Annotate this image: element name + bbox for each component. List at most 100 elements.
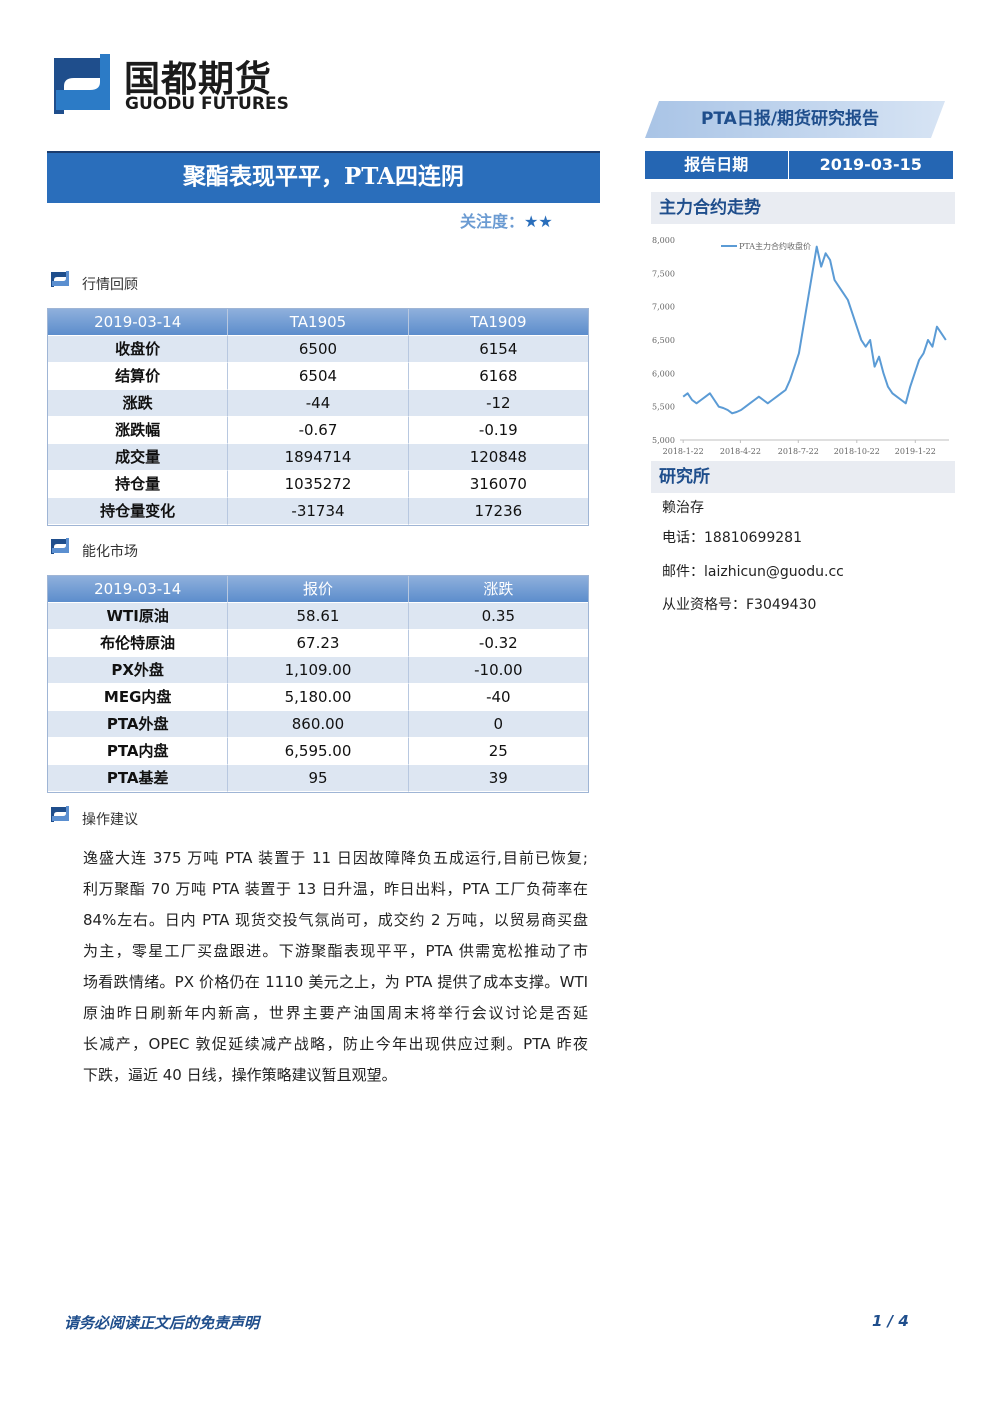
research-line: 赖治存	[662, 500, 704, 516]
cell-value: 316070	[408, 471, 588, 498]
table-row: 持仓量 1035272 316070	[48, 471, 588, 498]
paragraph-line: 84%左右。日内 PTA 现货交投气氛尚可，成交约 2 万吨，以贸易商买盘	[83, 911, 588, 929]
row-label: PTA内盘	[48, 738, 229, 765]
cell-value: 120848	[408, 444, 588, 471]
row-label: WTI原油	[48, 603, 229, 630]
attention-stars: ★★	[524, 212, 553, 231]
y-tick-label: 8,000	[652, 236, 675, 245]
table: 2019-03-14 TA1905 TA1909 收盘价 6500 6154 结算价 6504…	[47, 308, 589, 526]
report-title: 聚酯表现平平，PTA四连阴	[47, 151, 600, 203]
section-icon	[51, 538, 69, 554]
x-tick-label: 2018-4-22	[720, 447, 761, 456]
chart-heading: 主力合约走势	[651, 192, 955, 224]
paragraph: 逸盛大连 375 万吨 PTA 装置于 11 日因故障降负五成运行,目前已恢复;…	[83, 843, 588, 1091]
cell-value: -0.67	[228, 417, 409, 444]
research-heading: 研究所	[651, 461, 955, 493]
x-tick-label: 2018-1-22	[663, 447, 704, 456]
section-icon	[51, 806, 69, 822]
cell-value: -10.00	[408, 657, 588, 684]
cell-value: 1,109.00	[228, 657, 409, 684]
table-row: PTA基差 95 39	[48, 765, 588, 792]
cell-value: 1894714	[228, 444, 409, 471]
logo-icon	[54, 54, 110, 114]
legend-label: PTA主力合约收盘价	[739, 241, 811, 251]
disclaimer: 请务必阅读正文后的免责声明	[64, 1314, 260, 1332]
cell-value: -40	[408, 684, 588, 711]
section-title: 操作建议	[82, 812, 138, 828]
attention-label: 关注度：	[460, 212, 525, 231]
row-label: 收盘价	[48, 336, 229, 363]
header-cell: 报价	[228, 576, 409, 603]
row-label: PTA基差	[48, 765, 229, 792]
table-row: 结算价 6504 6168	[48, 363, 588, 390]
row-label: PX外盘	[48, 657, 229, 684]
row-label: 持仓量	[48, 471, 229, 498]
cell-value: 95	[228, 765, 409, 792]
logo-cn: 国都期货	[124, 59, 273, 100]
report-type: PTA日报/期货研究报告	[700, 109, 880, 129]
attention: 关注度：★★	[460, 208, 553, 232]
cell-value: 39	[408, 765, 588, 792]
table-header: 2019-03-14 报价 涨跌	[48, 576, 588, 603]
paragraph-line: 利万聚酯 70 万吨 PTA 装置于 13 日升温，昨日出料，PTA 工厂负荷率…	[83, 880, 588, 898]
paragraph-line: 场看跌情绪。PX 价格仍在 1110 美元之上，为 PTA 提供了成本支撑。WT…	[83, 973, 588, 991]
cell-value: 1035272	[228, 471, 409, 498]
table-header: 2019-03-14 TA1905 TA1909	[48, 309, 588, 336]
row-label: 持仓量变化	[48, 498, 229, 525]
y-tick-label: 7,500	[652, 269, 675, 278]
paragraph-line: 原油昨日刷新年内新高，世界主要产油国周末将举行会议讨论是否延	[83, 1004, 588, 1022]
y-tick-label: 6,500	[652, 336, 675, 345]
report-date-value: 2019-03-15	[819, 155, 922, 174]
table-row: 收盘价 6500 6154	[48, 336, 588, 363]
x-tick-label: 2018-7-22	[778, 447, 819, 456]
paragraph-line: 下跌，逼近 40 日线，操作策略建议暂且观望。	[83, 1066, 397, 1084]
x-tick-label: 2019-1-22	[895, 447, 936, 456]
cell-value: 6504	[228, 363, 409, 390]
cell-value: 25	[408, 738, 588, 765]
row-label: 成交量	[48, 444, 229, 471]
y-tick-label: 7,000	[652, 303, 675, 312]
cell-value: 17236	[408, 498, 588, 525]
cell-value: 6168	[408, 363, 588, 390]
table-row: 涨跌幅 -0.67 -0.19	[48, 417, 588, 444]
header-cell: 2019-03-14	[48, 309, 229, 336]
paragraph-line: 长减产，OPEC 敦促延续减产战略，防止今年出现供应过剩。PTA 昨夜	[83, 1035, 588, 1053]
cell-value: 6154	[408, 336, 588, 363]
paragraph-line: 为主，零星工厂买盘跟进。下游聚酯表现平平，PTA 供需宽松推动了市	[83, 942, 588, 960]
chart: 5,000 5,500 6,000 6,500 7,000 7,500 8,000 2018-…	[652, 236, 949, 456]
y-tick-label: 5,500	[652, 403, 675, 412]
header-cell: TA1909	[408, 309, 588, 336]
header-cell: 2019-03-14	[48, 576, 229, 603]
cell-value: -44	[228, 390, 409, 417]
cell-value: 6500	[228, 336, 409, 363]
table-row: PTA内盘 6,595.00 25	[48, 738, 588, 765]
section-title: 能化市场	[82, 544, 138, 560]
cell-value: 58.61	[228, 603, 409, 630]
row-label: MEG内盘	[48, 684, 229, 711]
cell-value: 0	[408, 711, 588, 738]
cell-value: 5,180.00	[228, 684, 409, 711]
cell-value: -0.19	[408, 417, 588, 444]
cell-value: -12	[408, 390, 588, 417]
table-row: 布伦特原油 67.23 -0.32	[48, 630, 588, 657]
report-date-label: 报告日期	[645, 151, 789, 179]
cell-value: 6,595.00	[228, 738, 409, 765]
table-row: WTI原油 58.61 0.35	[48, 603, 588, 630]
series-line	[682, 245, 947, 415]
table: 2019-03-14 报价 涨跌 WTI原油 58.61 0.35 布伦特原油 67.23 -0…	[47, 575, 589, 793]
table-row: PX外盘 1,109.00 -10.00	[48, 657, 588, 684]
row-label: 涨跌幅	[48, 417, 229, 444]
y-tick-label: 6,000	[652, 369, 675, 378]
cell-value: 860.00	[228, 711, 409, 738]
research-line: 电话：18810699281	[662, 530, 802, 546]
research-line: 邮件：laizhicun@guodu.cc	[662, 564, 844, 580]
banner-shape	[645, 101, 945, 138]
row-label: 涨跌	[48, 390, 229, 417]
research-line: 从业资格号：F3049430	[662, 597, 817, 613]
paragraph-line: 逸盛大连 375 万吨 PTA 装置于 11 日因故障降负五成运行,目前已恢复;	[83, 849, 588, 867]
table-row: 成交量 1894714 120848	[48, 444, 588, 471]
row-label: 结算价	[48, 363, 229, 390]
header-cell: TA1905	[228, 309, 409, 336]
section-title: 行情回顾	[82, 277, 138, 293]
